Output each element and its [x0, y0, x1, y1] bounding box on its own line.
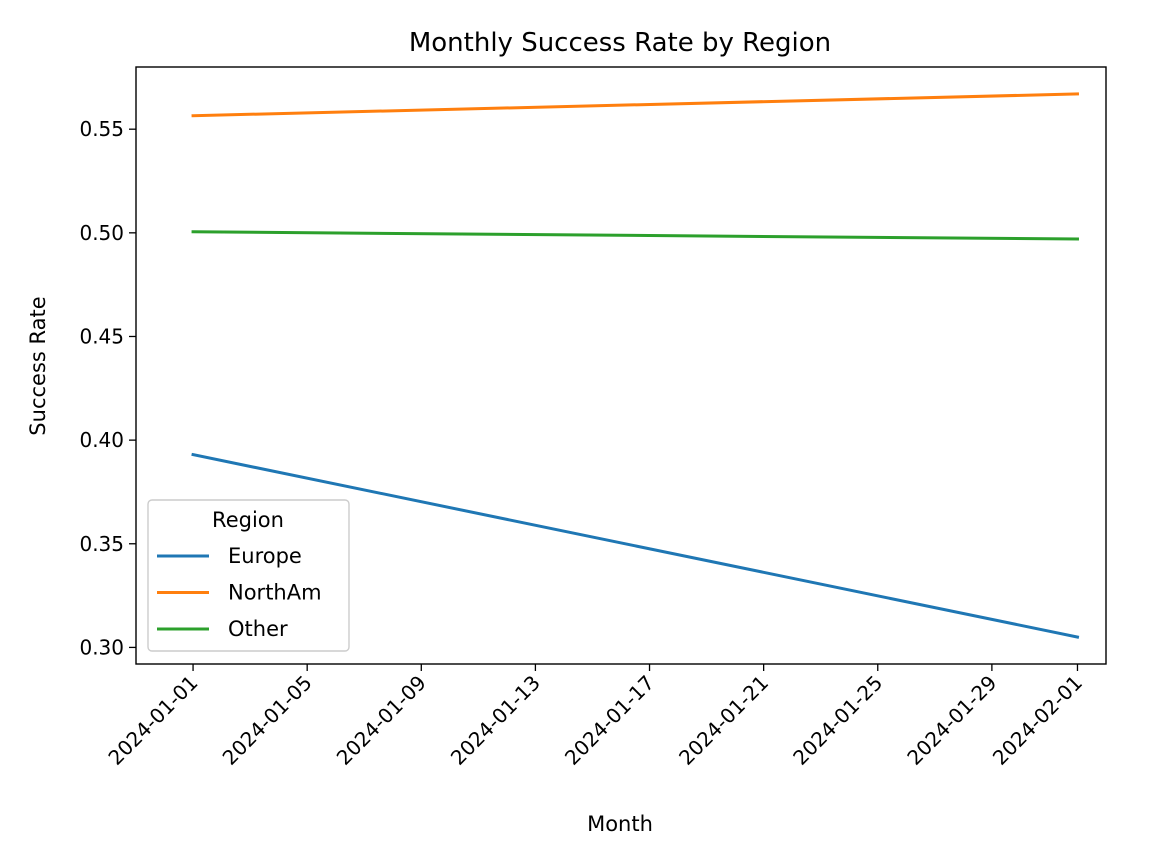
y-tick-label: 0.50 — [79, 221, 124, 245]
y-tick-label: 0.40 — [79, 428, 124, 452]
series-lines — [191, 92, 1080, 639]
series-line-other — [191, 230, 1079, 241]
y-tick-label: 0.55 — [79, 117, 124, 141]
y-tick-label: 0.30 — [79, 635, 124, 659]
legend: Region Europe NorthAm Other — [147, 499, 350, 652]
legend-box — [147, 499, 350, 652]
legend-label-northam: NorthAm — [228, 581, 322, 605]
axes-frame — [135, 66, 1107, 665]
series-line-northam — [191, 92, 1080, 118]
y-tick-label: 0.45 — [79, 324, 124, 348]
series-line-europe — [191, 452, 1080, 639]
chart-title: Monthly Success Rate by Region — [409, 28, 831, 58]
y-tick-label: 0.35 — [79, 532, 124, 556]
y-axis-label: Success Rate — [26, 296, 50, 435]
y-axis-ticks: 0.30 0.35 0.40 0.45 0.50 0.55 — [79, 117, 136, 659]
legend-label-europe: Europe — [228, 544, 302, 568]
legend-label-other: Other — [228, 617, 288, 641]
legend-entries: Europe NorthAm Other — [157, 544, 322, 641]
x-axis-label: Month — [587, 812, 653, 836]
legend-title: Region — [212, 508, 284, 532]
